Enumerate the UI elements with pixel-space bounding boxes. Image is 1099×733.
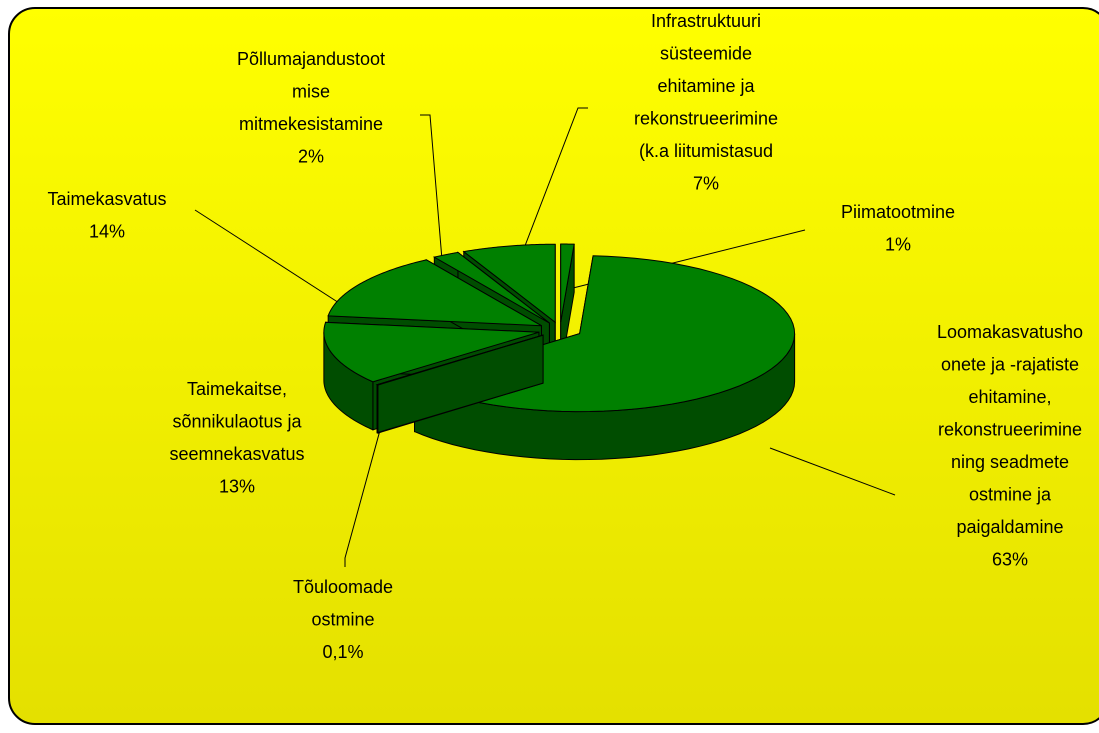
leader-line	[420, 114, 446, 297]
slice	[375, 334, 544, 434]
leader-line	[344, 411, 386, 567]
category-label: ning seadmete	[951, 452, 1069, 472]
value-label: 0,1%	[322, 642, 363, 662]
category-label: ostmine	[311, 609, 374, 629]
labels: Piimatootmine 1% Loomakasvatusho onete ja -…	[47, 11, 1083, 662]
slice-side-shade	[414, 333, 795, 460]
value-label: 1%	[885, 234, 911, 254]
slice-top	[462, 243, 556, 324]
pie	[323, 243, 796, 461]
category-label: onete ja -rajatiste	[941, 354, 1079, 374]
value-label: 13%	[219, 476, 255, 496]
leader-line	[194, 209, 351, 311]
category-label: Tõuloomade	[293, 577, 393, 597]
category-label: mitmekesistamine	[239, 114, 383, 134]
category-label: Piimatootmine	[841, 202, 955, 222]
slice-top	[327, 259, 542, 327]
slice-top	[432, 251, 550, 324]
category-label: süsteemide	[660, 43, 752, 63]
category-label: seemnekasvatus	[169, 444, 304, 464]
leader-lines	[194, 107, 896, 567]
value-label: 2%	[298, 146, 324, 166]
category-label: sõnnikulaotus ja	[172, 411, 302, 431]
value-label: 7%	[693, 173, 719, 193]
slice-side-shade	[377, 384, 378, 434]
slice-top	[560, 243, 575, 323]
value-label: 14%	[89, 221, 125, 241]
category-label: Taimekasvatus	[47, 189, 166, 209]
leader-line	[769, 447, 896, 496]
category-label: ehitamine,	[968, 387, 1051, 407]
slice-side-shade	[377, 335, 544, 433]
category-label: Loomakasvatusho	[937, 322, 1083, 342]
category-label: paigaldamine	[956, 517, 1063, 537]
category-label: ostmine ja	[969, 484, 1052, 504]
category-label: Infrastruktuuri	[651, 11, 761, 31]
category-label: Põllumajandustoot	[237, 49, 385, 69]
category-label: mise	[292, 81, 330, 101]
slice-side-shade	[323, 332, 373, 430]
value-label: 63%	[992, 549, 1028, 569]
category-label: rekonstrueerimine	[634, 108, 778, 128]
category-label: ehitamine ja	[657, 76, 755, 96]
slice-top	[323, 321, 540, 383]
leader-line	[507, 107, 588, 291]
slice-top	[375, 334, 544, 386]
category-label: (k.a liitumistasud	[639, 141, 773, 161]
category-label: Taimekaitse,	[187, 379, 287, 399]
category-label: rekonstrueerimine	[938, 419, 1082, 439]
